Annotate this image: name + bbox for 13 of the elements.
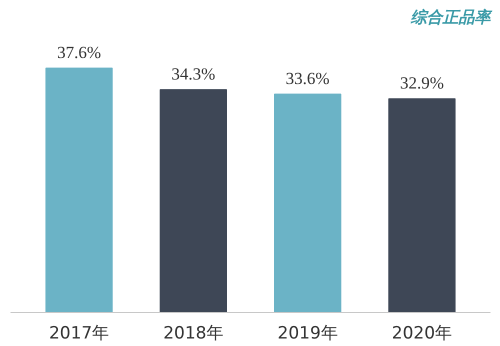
data-label: 32.9% [400,74,444,93]
chart-title: 综合正品率 [410,8,492,26]
bar [274,94,342,312]
data-label: 37.6% [57,43,102,62]
x-tick-label: 2018年 [163,324,224,344]
x-tick-label: 2019年 [278,324,338,344]
data-label: 34.3% [171,64,216,84]
bar [388,98,456,312]
data-label: 33.6% [286,69,330,88]
x-tick-label: 2017年 [48,324,110,344]
x-tick-label: 2020年 [392,324,452,344]
bar [45,68,113,312]
bar [160,89,227,312]
